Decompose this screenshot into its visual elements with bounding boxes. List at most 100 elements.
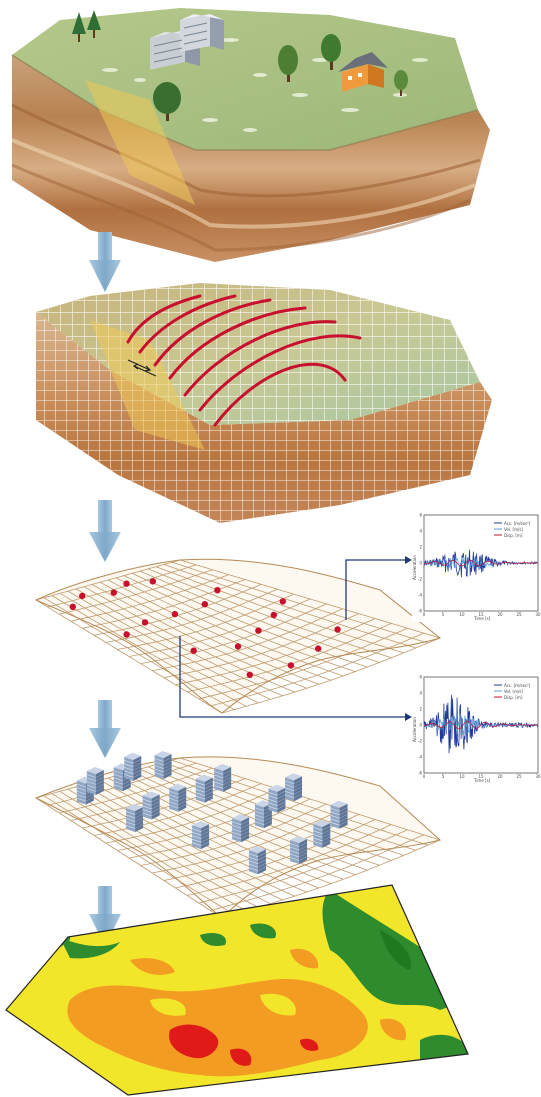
mesh-line — [47, 564, 197, 608]
c1xtick: 25 — [516, 612, 522, 617]
mesh-line — [70, 574, 229, 622]
wavefronts — [126, 294, 362, 427]
chart2-acc-trace — [423, 694, 539, 754]
c1xtick: 30 — [535, 612, 541, 617]
c2xtick: 30 — [535, 774, 541, 779]
mesh-line — [59, 767, 213, 814]
mesh-line — [117, 593, 294, 650]
station-point — [287, 662, 295, 669]
chart2-ylabel: Acceleration — [412, 717, 417, 742]
building-icon — [192, 821, 210, 850]
mesh-line — [105, 588, 278, 643]
c2xtick: 20 — [497, 774, 503, 779]
mesh-grid-lines — [35, 559, 441, 714]
c1ytick: -2 — [418, 577, 422, 582]
mesh-line — [59, 569, 213, 615]
down-arrow-icon — [89, 700, 121, 758]
mesh-line — [198, 627, 408, 700]
building-icons — [76, 750, 348, 875]
station-point — [149, 578, 156, 585]
mesh-line — [35, 559, 181, 601]
station-point — [315, 645, 322, 652]
station-point — [214, 587, 221, 594]
c1xtick: 5 — [442, 612, 445, 617]
chart2-disp-trace — [423, 720, 538, 730]
mesh-line — [140, 603, 327, 664]
building-icon — [169, 783, 187, 812]
chart1-legend-acc: Acc. [m/sec²] — [504, 521, 531, 526]
office-building-icon — [150, 14, 224, 70]
mesh-line — [210, 834, 424, 911]
down-arrow-icon — [89, 886, 121, 946]
building-surface — [34, 750, 442, 919]
c1ytick: 6 — [419, 513, 422, 518]
station-point — [246, 671, 253, 678]
chart1-xlabel: Time [s] — [473, 616, 491, 621]
chart1-disp-trace — [423, 559, 538, 567]
c1xtick: 15 — [478, 612, 484, 617]
station-point — [110, 589, 118, 596]
c2ytick: 0 — [419, 723, 422, 728]
terrain-soil-front — [12, 55, 490, 262]
building-icon — [214, 763, 232, 792]
c1xtick: 10 — [459, 612, 465, 617]
down-arrow-icon — [89, 500, 121, 562]
link-line — [179, 556, 412, 721]
station-point — [334, 626, 341, 633]
station-point — [234, 643, 242, 650]
chart2-legend-disp: Disp. [m] — [504, 695, 523, 700]
c2ytick: -4 — [418, 755, 422, 760]
c2xtick: 0 — [423, 774, 426, 779]
building-icon — [195, 774, 213, 803]
mesh-line — [105, 788, 278, 844]
mesh-line — [152, 608, 343, 671]
mesh-line — [175, 618, 376, 686]
c2ytick: 6 — [419, 675, 422, 680]
station-point — [123, 580, 130, 587]
c2ytick: 2 — [419, 707, 422, 712]
station-point — [69, 603, 77, 610]
building-icon — [313, 819, 331, 848]
mesh-line — [198, 829, 408, 904]
mesh-line — [128, 598, 311, 657]
c1ytick: -6 — [418, 609, 422, 614]
building-icon — [125, 803, 144, 832]
chart1-legend-vel: Vel. [m/s] — [504, 527, 523, 532]
station-point — [190, 647, 197, 654]
tree-icon — [153, 82, 181, 121]
c2ytick: -6 — [418, 771, 422, 776]
building-icon — [124, 752, 142, 781]
c2xtick: 15 — [478, 774, 484, 779]
building-icon — [284, 773, 303, 802]
tree-icon — [278, 45, 298, 82]
station-point — [201, 601, 208, 608]
station-point — [123, 631, 130, 638]
mesh-line — [128, 798, 311, 859]
building-icon — [248, 846, 267, 875]
c1xtick: 20 — [497, 612, 503, 617]
c2ytick: -2 — [418, 739, 422, 744]
station-point — [270, 611, 277, 619]
tree-icon — [394, 70, 408, 96]
station-point — [79, 592, 86, 600]
chart2-legend-acc: Acc. [m/sec²] — [504, 683, 531, 688]
c1ytick: 4 — [419, 529, 422, 534]
chart2-legend-vel: Vel. [m/s] — [504, 689, 523, 694]
c1ytick: -4 — [418, 593, 422, 598]
station-point — [279, 598, 286, 605]
down-arrow-icon — [89, 232, 121, 292]
building-icon — [231, 814, 250, 843]
chart2-yticks: 6 4 2 0 -2 -4 -6 — [418, 675, 422, 776]
building-icon — [86, 766, 104, 795]
chart2-xticks: 0 5 10 15 20 25 30 — [423, 774, 541, 779]
mesh-line — [94, 783, 262, 836]
mesh-line — [210, 632, 424, 707]
c2xtick: 5 — [442, 774, 445, 779]
chart2-legend: Acc. [m/sec²] Vel. [m/s] Disp. [m] — [494, 683, 531, 700]
fault-plane — [90, 320, 205, 450]
chart1-legend: Acc. [m/sec²] Vel. [m/s] Disp. [m] — [494, 521, 531, 538]
terrain-block — [11, 8, 490, 262]
mesh-line — [221, 637, 441, 714]
